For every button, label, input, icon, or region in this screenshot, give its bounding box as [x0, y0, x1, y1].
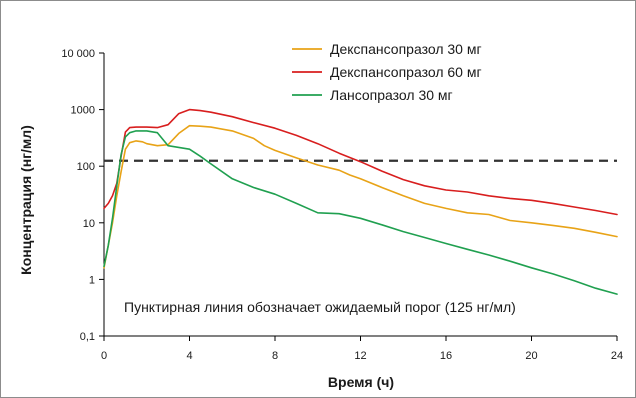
y-tick-label: 1: [89, 274, 95, 286]
x-tick-label: 8: [272, 350, 278, 362]
threshold-annotation: Пунктирная линия обозначает ожидаемый по…: [124, 299, 516, 315]
y-tick-label: 10: [83, 218, 95, 230]
x-tick-label: 16: [440, 350, 452, 362]
x-tick-label: 4: [186, 350, 192, 362]
x-tick-label: 0: [101, 350, 107, 362]
series-line-1: [103, 124, 618, 269]
series-line-2: [103, 108, 618, 216]
x-tick-label: 12: [354, 350, 366, 362]
y-tick-label: 0,1: [80, 331, 95, 343]
x-axis-title: Время (ч): [328, 374, 394, 390]
x-tick-label: 24: [611, 350, 623, 362]
legend-label-1: Декспансопразол 30 мг: [330, 41, 482, 57]
y-axis-title: Концентрация (нг/мл): [18, 125, 34, 275]
y-tick-label: 10 000: [61, 48, 95, 60]
y-tick-label: 100: [77, 161, 95, 173]
legend-label-3: Лансопразол 30 мг: [330, 87, 453, 103]
series-line-3: [103, 130, 618, 295]
y-tick-label: 1000: [71, 105, 95, 117]
x-tick-label: 20: [525, 350, 537, 362]
legend-label-2: Декспансопразол 60 мг: [330, 64, 482, 80]
